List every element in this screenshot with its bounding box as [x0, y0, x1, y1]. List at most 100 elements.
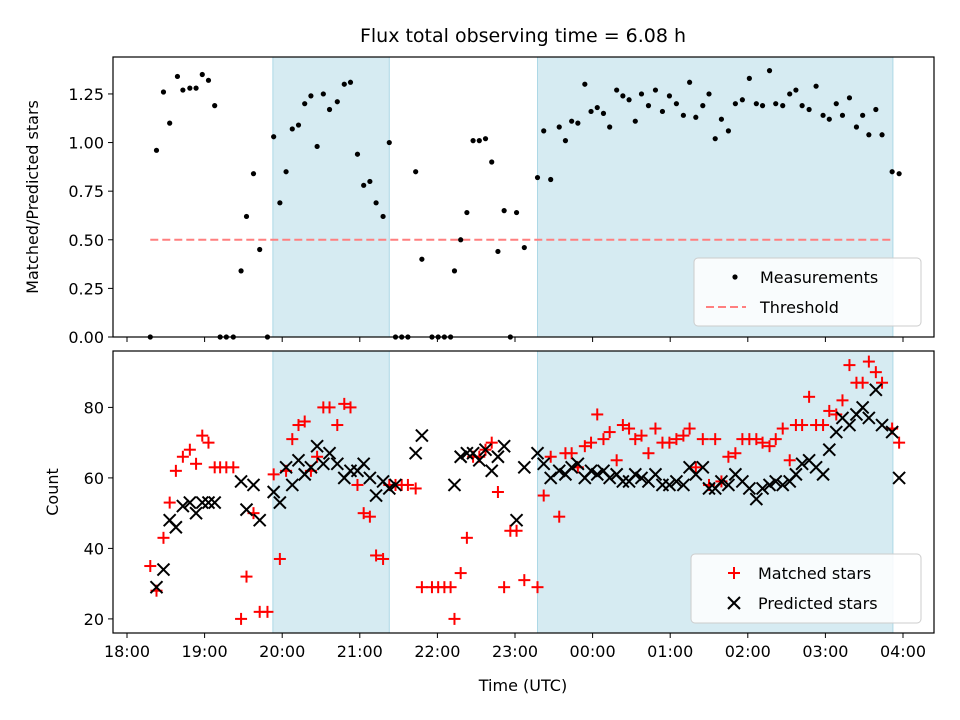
bottom-legend: Matched stars Predicted stars — [690, 553, 922, 624]
matched-stars-point — [869, 366, 882, 379]
bottom-legend-box — [690, 553, 922, 624]
predicted-stars-point — [291, 453, 306, 467]
measurements-point — [588, 108, 594, 115]
predicted-stars-point — [696, 460, 710, 475]
predicted-stars-point — [497, 439, 511, 453]
top-panel: 0.00 0.25 0.50 0.75 1.00 1.25 Flux total obse… — [23, 25, 935, 347]
measurements-point — [826, 116, 832, 122]
matched-stars-point — [409, 482, 422, 495]
legend-marker-predicted-stars — [727, 596, 741, 610]
predicted-stars-point — [485, 464, 499, 478]
measurements-point — [673, 101, 680, 107]
measurements-point — [451, 268, 458, 274]
matched-stars-point — [544, 450, 557, 463]
predicted-stars-point — [195, 495, 209, 510]
matched-stars-point — [323, 401, 336, 414]
measurements-point — [380, 213, 386, 220]
measurements-point — [746, 75, 752, 81]
matched-stars-point — [769, 433, 782, 446]
bottom-y-tick-label: 40 — [84, 539, 104, 558]
predicted-stars-point — [156, 562, 171, 577]
matched-stars-point — [190, 457, 203, 470]
matched-stars-point — [448, 612, 461, 625]
matched-stars-point — [357, 507, 370, 520]
bottom-y-tick-label: 80 — [84, 398, 104, 417]
measurements-point — [594, 104, 600, 111]
top-y-tick-label: 0.50 — [68, 231, 104, 250]
measurements-point — [386, 139, 392, 146]
legend-label-matched-stars: Matched stars — [758, 564, 871, 583]
matched-stars-point — [196, 429, 209, 442]
measurements-point — [271, 134, 277, 140]
matched-stars-point — [565, 447, 578, 460]
predicted-stars-point — [356, 457, 371, 471]
predicted-stars-point — [616, 474, 630, 489]
predicted-stars-point — [239, 502, 254, 517]
x-tick-label: 04:00 — [880, 642, 926, 661]
measurements-point — [813, 83, 819, 89]
measurements-point — [718, 116, 725, 122]
matched-stars-point — [783, 454, 796, 467]
measurements-point — [541, 128, 547, 134]
top-y-tick-label: 1.00 — [68, 134, 104, 153]
matched-stars-point — [531, 581, 544, 594]
predicted-stars-point — [669, 474, 684, 489]
predicted-stars-point — [855, 400, 870, 415]
matched-stars-point — [709, 433, 722, 446]
predicted-stars-point — [517, 460, 532, 475]
measurements-point — [839, 112, 846, 118]
predicted-stars-point — [285, 478, 299, 492]
matched-stars-point — [856, 376, 869, 389]
predicted-stars-point — [816, 467, 830, 482]
measurements-point — [706, 91, 712, 97]
measurements-point — [846, 95, 853, 101]
predicted-stars-point — [408, 446, 423, 460]
measurements-point — [238, 268, 244, 274]
measurements-point — [464, 209, 470, 216]
matched-stars-point — [235, 612, 248, 625]
predicted-stars-point — [201, 495, 216, 510]
matched-stars-point — [485, 436, 498, 449]
measurements-point — [759, 103, 766, 109]
top-axes-frame — [112, 56, 935, 338]
measurements-point — [347, 79, 354, 85]
matched-stars-point — [401, 478, 414, 491]
measurements-point — [739, 97, 745, 103]
predicted-stars-point — [415, 428, 429, 443]
matched-stars-point — [836, 394, 849, 407]
predicted-stars-point — [564, 460, 579, 475]
measurements-point — [569, 118, 575, 124]
matched-stars-point — [722, 450, 735, 463]
matched-stars-point — [344, 401, 357, 414]
matched-stars-point — [510, 524, 523, 537]
measurements-point — [314, 143, 320, 150]
predicted-stars-point — [742, 481, 757, 496]
matched-stars-point — [750, 433, 763, 446]
matched-stars-point — [729, 447, 742, 460]
predicted-stars-point — [776, 478, 790, 492]
matched-stars-point — [578, 440, 591, 453]
measurements-point — [638, 91, 645, 97]
legend-label-threshold: Threshold — [759, 298, 839, 317]
matched-stars-point — [642, 447, 655, 460]
matched-stars-point — [163, 496, 176, 509]
measurements-point — [476, 138, 482, 144]
matched-stars-point — [157, 531, 170, 544]
x-tick-label: 21:00 — [337, 642, 383, 661]
measurements-point — [250, 171, 257, 177]
predicted-stars-point — [304, 460, 318, 475]
measurements-point — [712, 136, 718, 142]
legend-marker-matched-stars — [728, 567, 740, 579]
matched-stars-point — [756, 436, 769, 449]
predicted-stars-point — [530, 446, 545, 460]
matched-stars-point — [491, 486, 504, 498]
matched-stars-point — [202, 436, 215, 449]
predicted-stars-point — [266, 485, 281, 499]
matched-stars-point — [591, 408, 604, 421]
bottom-axes-frame — [112, 350, 935, 634]
matched-stars-point — [363, 510, 376, 523]
measurements-point — [283, 169, 289, 175]
measurements-point — [326, 106, 333, 113]
predicted-stars-point — [472, 453, 487, 467]
measurements-point — [632, 118, 638, 124]
